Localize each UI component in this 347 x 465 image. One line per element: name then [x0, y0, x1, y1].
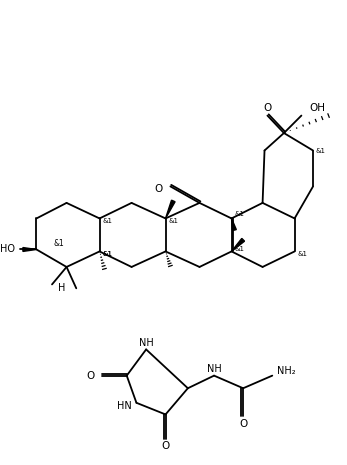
Text: NH₂: NH₂: [277, 366, 296, 376]
Text: &1: &1: [168, 219, 178, 224]
Text: &1: &1: [235, 246, 244, 252]
Polygon shape: [23, 247, 36, 252]
Text: &1: &1: [316, 147, 326, 153]
Text: O: O: [263, 103, 272, 113]
Polygon shape: [231, 239, 245, 252]
Text: O: O: [161, 441, 170, 452]
Text: OH: OH: [309, 103, 325, 113]
Text: O: O: [86, 371, 95, 381]
Text: H: H: [58, 283, 65, 293]
Text: &1: &1: [53, 239, 64, 248]
Text: O: O: [239, 419, 247, 429]
Polygon shape: [166, 200, 175, 219]
Text: &1: &1: [102, 219, 112, 224]
Polygon shape: [231, 219, 236, 231]
Text: NH: NH: [207, 364, 221, 374]
Text: NH: NH: [139, 338, 153, 348]
Text: &1: &1: [102, 252, 112, 257]
Text: &1: &1: [297, 252, 307, 257]
Text: O: O: [154, 184, 163, 194]
Text: HN: HN: [117, 401, 132, 411]
Text: HO: HO: [0, 245, 15, 254]
Text: &1: &1: [102, 252, 112, 257]
Text: &1: &1: [235, 211, 244, 217]
